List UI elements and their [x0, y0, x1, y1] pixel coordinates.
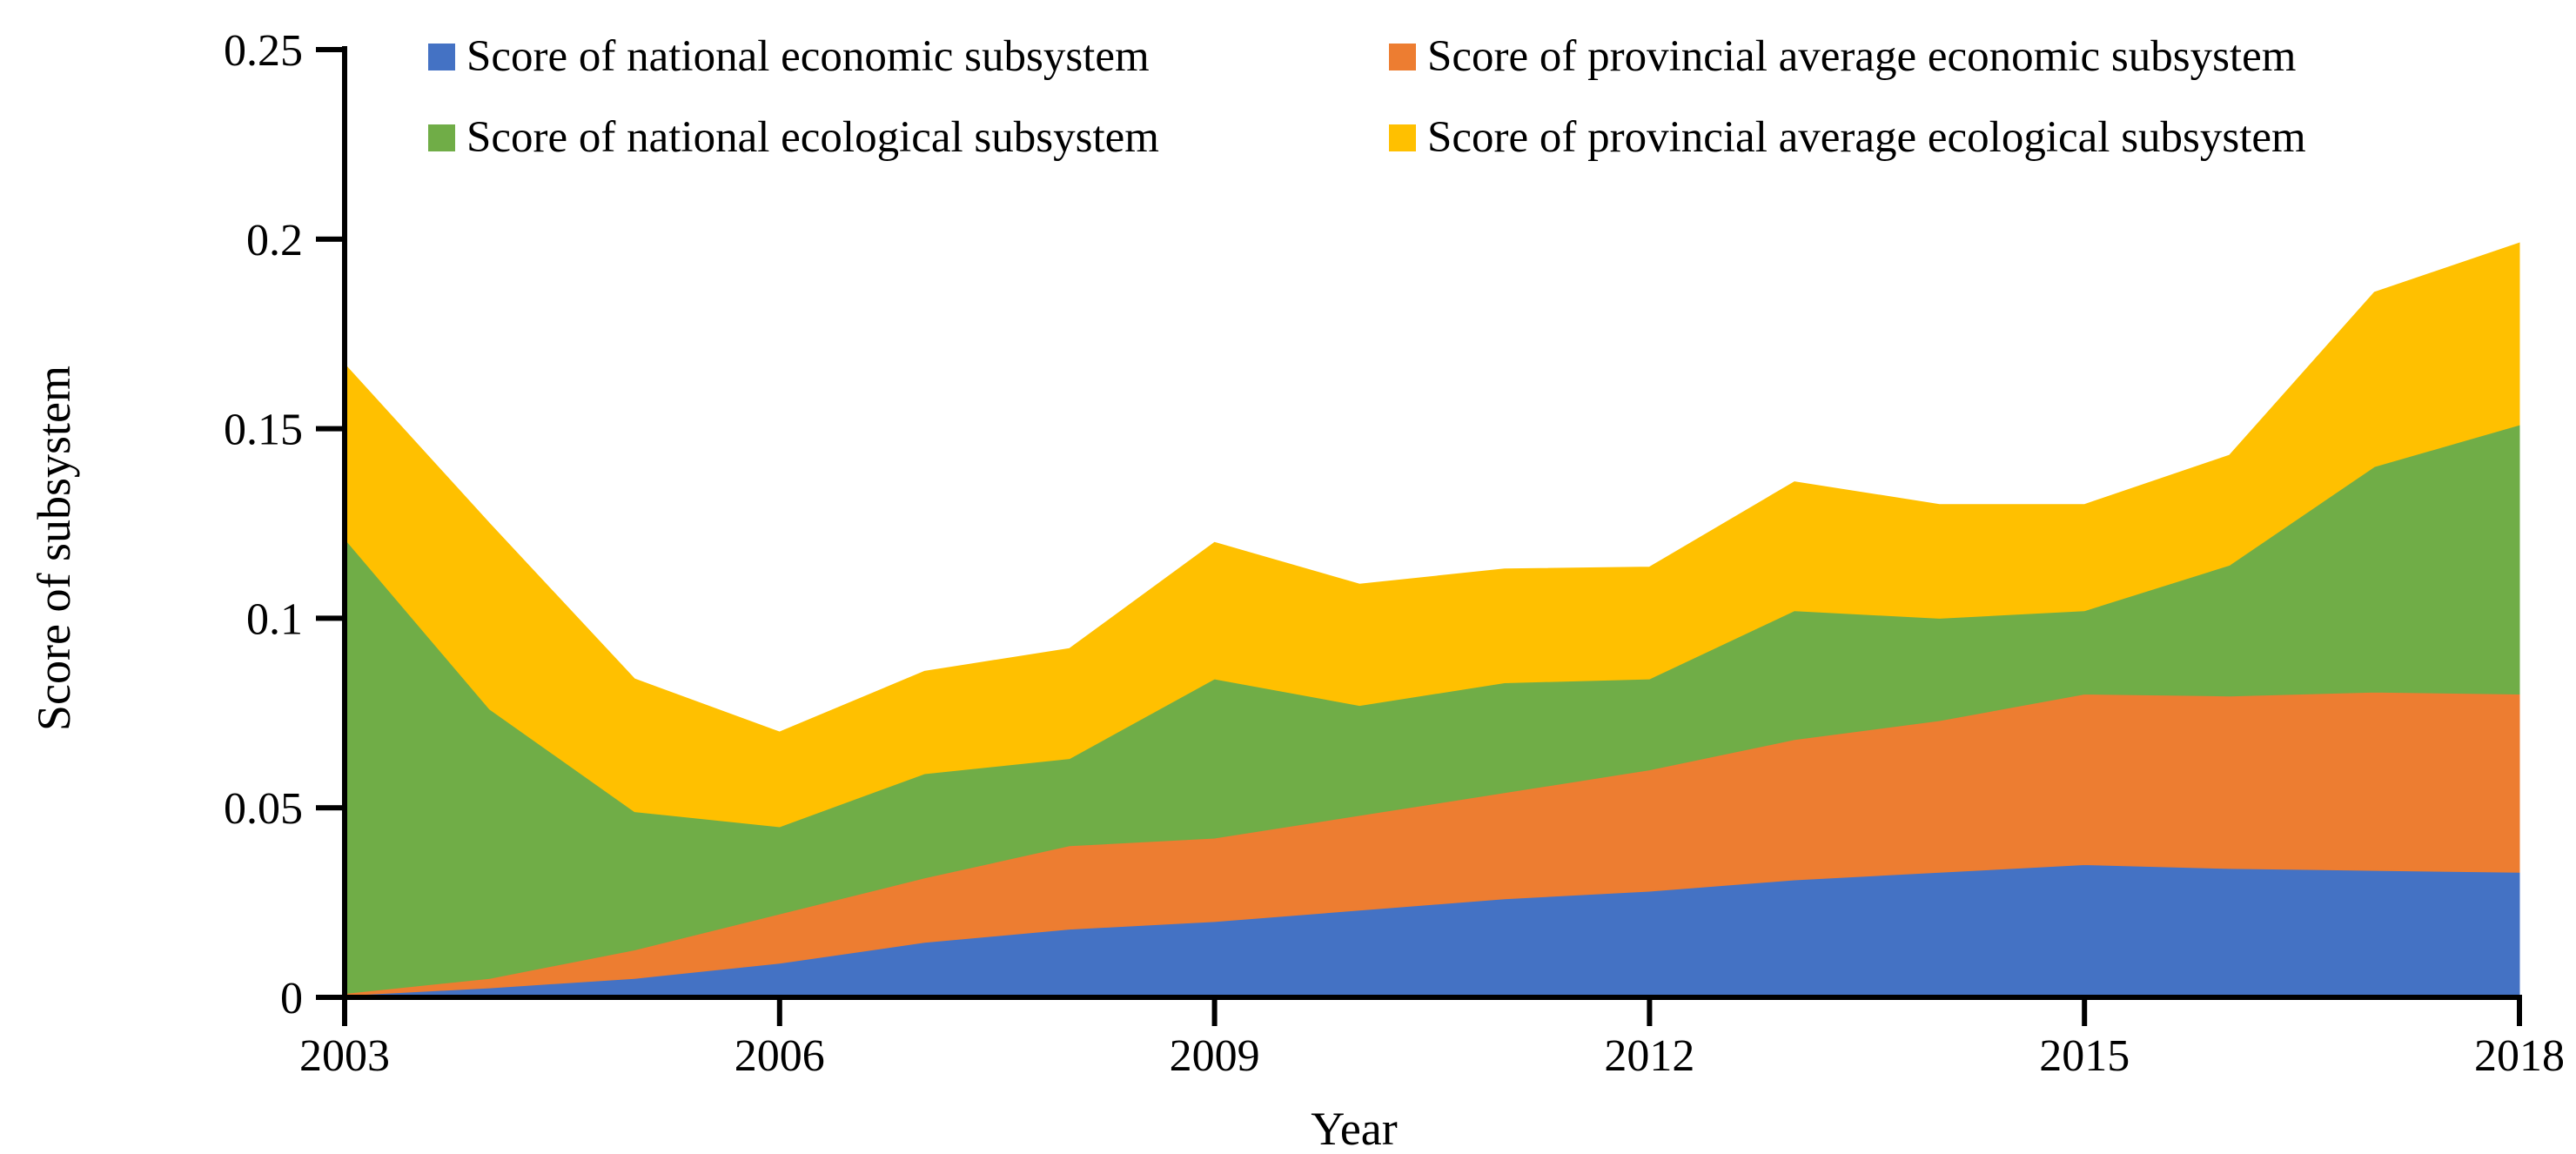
- legend-swatch-provincial-economic: [1389, 43, 1416, 70]
- x-tick-label: 2003: [299, 1031, 390, 1081]
- legend-label-provincial-economic: Score of provincial average economic sub…: [1427, 32, 2297, 81]
- legend-swatch-provincial-ecological: [1389, 124, 1416, 151]
- legend-item-provincial-ecological: Score of provincial average ecological s…: [1389, 111, 2306, 164]
- area-series-3: [344, 242, 2520, 828]
- x-tick-label: 2006: [735, 1031, 825, 1081]
- x-axis-line: [342, 995, 2519, 1000]
- legend-label-provincial-ecological: Score of provincial average ecological s…: [1427, 113, 2306, 162]
- y-tick-label: 0.05: [224, 784, 303, 834]
- legend-item-provincial-economic: Score of provincial average economic sub…: [1389, 30, 2296, 84]
- x-tick: [1647, 995, 1653, 1026]
- y-tick-label: 0.15: [224, 406, 303, 455]
- y-tick-label: 0.2: [246, 216, 303, 265]
- legend-swatch-national-ecological: [428, 124, 455, 151]
- y-tick: [316, 426, 345, 432]
- x-tick-label: 2012: [1604, 1031, 1694, 1081]
- y-tick-label: 0.25: [224, 26, 303, 76]
- x-tick-label: 2015: [2039, 1031, 2130, 1081]
- y-tick: [316, 805, 345, 811]
- y-axis-title: Score of subsystem: [28, 366, 80, 731]
- x-tick-label: 2009: [1170, 1031, 1260, 1081]
- legend-swatch-national-economic: [428, 43, 455, 70]
- legend-item-national-ecological: Score of national ecological subsystem: [428, 111, 1159, 164]
- y-tick: [316, 47, 345, 52]
- x-tick: [342, 995, 347, 1026]
- legend-item-national-economic: Score of national economic subsystem: [428, 30, 1150, 84]
- x-tick: [776, 995, 782, 1026]
- x-tick-label: 2018: [2474, 1031, 2565, 1081]
- x-axis-title: Year: [1311, 1103, 1398, 1154]
- x-tick: [2082, 995, 2088, 1026]
- x-tick: [1211, 995, 1218, 1026]
- y-tick: [316, 615, 345, 621]
- legend-label-national-ecological: Score of national ecological subsystem: [466, 113, 1159, 162]
- y-tick: [316, 995, 345, 1000]
- x-tick: [2517, 995, 2522, 1026]
- legend-label-national-economic: Score of national economic subsystem: [466, 32, 1150, 81]
- y-tick: [316, 236, 345, 242]
- y-tick-label: 0.1: [246, 594, 303, 644]
- y-axis-line: [342, 46, 347, 1003]
- y-tick-label: 0: [280, 974, 303, 1023]
